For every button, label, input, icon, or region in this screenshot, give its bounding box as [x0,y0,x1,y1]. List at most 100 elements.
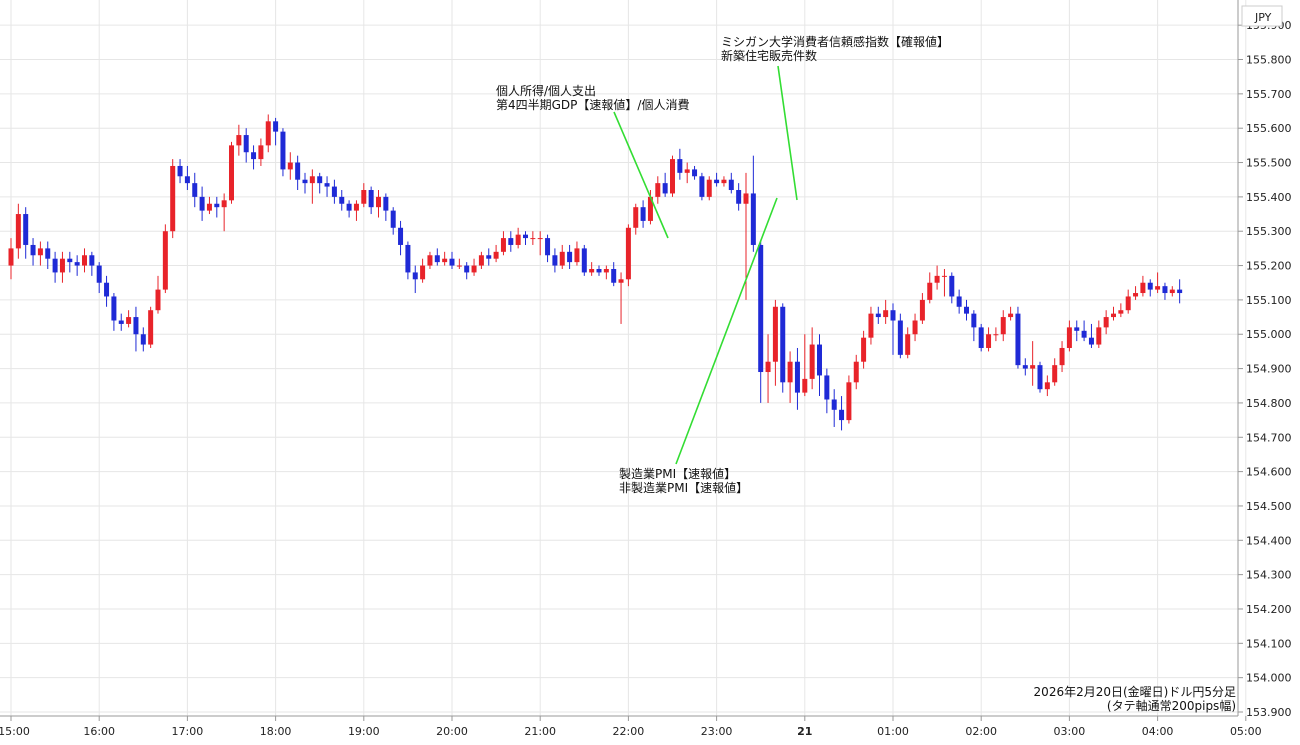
candle-body [221,200,227,208]
candle [1147,279,1153,297]
candle-body [692,169,698,177]
candle-body [295,162,301,180]
candle [339,190,345,211]
candle-body [1133,293,1139,297]
candle [581,244,587,276]
candle [905,327,911,359]
candle-body [353,203,359,211]
candle-body [361,190,367,204]
x-tick-label: 05:00 [1230,725,1262,738]
candle-body [148,310,154,345]
candle-body [758,244,764,373]
candle [221,193,227,232]
candle-body [964,306,969,314]
candle [1088,323,1094,348]
x-tick-label: 02:00 [965,725,997,738]
candle [758,241,764,403]
candle-body [890,310,896,321]
caption-line-2: (タテ軸通常200pips幅) [1107,698,1236,713]
candle-body [537,238,543,240]
candle [346,200,352,218]
candle [493,244,499,263]
candle [993,327,999,342]
candle-body [927,282,933,300]
candle [1015,306,1021,369]
candle [1111,306,1116,321]
candle-body [1015,313,1021,366]
candle-body [184,176,190,184]
candle [662,172,668,197]
candle [978,323,984,352]
candle-body [1008,313,1014,318]
candle [67,251,73,273]
candle-body [1074,327,1080,331]
candle [567,244,573,269]
candle-body [919,299,925,321]
candle-body [287,162,293,170]
candle-body [1081,330,1087,338]
y-tick-label: 154.600 [1246,466,1292,479]
candle [589,262,595,276]
candle-body [670,159,675,194]
candle [390,207,396,235]
candle-body [59,258,65,273]
candle-body [243,135,249,153]
candle-body [390,210,396,228]
candle-body [824,375,830,400]
candle [883,299,889,324]
candle [111,293,117,331]
candle [1140,275,1146,297]
annotation-line [613,111,669,239]
candle-body [1140,282,1146,294]
candle [1008,306,1014,321]
candle [52,251,58,283]
candle-body [714,179,720,184]
candle-body [978,327,984,348]
candle [772,299,778,386]
y-tick-label: 153.900 [1246,706,1292,719]
candle-body [971,313,977,328]
candle [471,258,477,276]
candle-body [508,238,514,245]
candle [1066,320,1072,352]
candle [633,203,639,235]
candle-body [647,196,653,221]
candle-body [699,176,705,197]
candle [1081,320,1087,342]
candle [868,306,874,345]
y-tick-label: 155.700 [1246,88,1292,101]
candle-body [721,179,727,184]
candle-body [339,196,345,204]
y-tick-label: 155.500 [1246,157,1292,170]
candle [353,200,359,221]
candle-body [611,268,617,283]
annotation-lines [613,65,798,465]
candle [677,148,683,180]
candle-body [383,196,389,211]
candle [258,138,264,166]
candle [478,251,484,269]
annotation-label: 新築住宅販売件数 [721,48,817,63]
candle [706,176,712,201]
y-tick-label: 154.700 [1246,431,1292,444]
candle [251,145,257,170]
candle [611,262,617,287]
candle [456,258,462,269]
candle [420,258,426,283]
candle-body [743,193,749,204]
candle [368,186,374,215]
candle [824,368,830,414]
candle [1162,282,1168,300]
candle-body [1111,313,1116,318]
candle-body [846,382,852,421]
candle-body [8,248,14,266]
candle [853,354,859,390]
candle [986,327,992,352]
candle [897,313,903,359]
x-tick-label: 04:00 [1142,725,1174,738]
candle-body [1125,296,1131,311]
candle [199,186,205,221]
candle-body [861,337,867,362]
candle-body [1037,365,1043,390]
candle [287,152,293,180]
